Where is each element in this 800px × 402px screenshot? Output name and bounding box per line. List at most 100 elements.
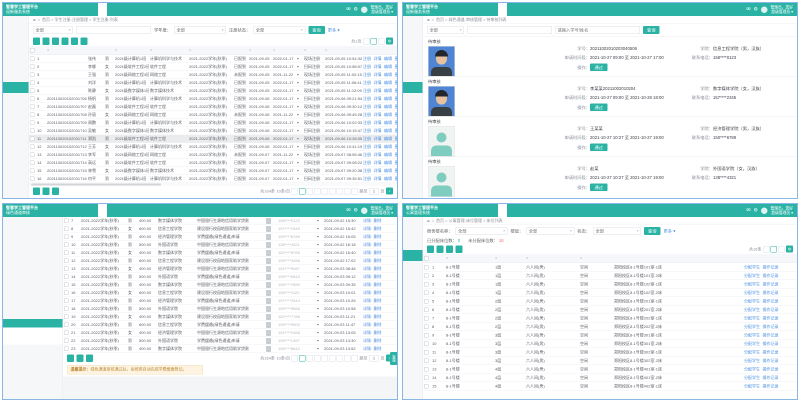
sidebar-item[interactable] xyxy=(3,243,63,252)
row-checkbox[interactable] xyxy=(29,177,36,182)
action-link[interactable]: 详情 xyxy=(363,338,371,344)
table-row[interactable]: 8 202110020102031708 孙丽 女 2021级网络工程3班 网络… xyxy=(29,111,397,119)
row-checkbox[interactable] xyxy=(29,81,36,86)
nav-tab[interactable] xyxy=(107,204,116,217)
table-row[interactable]: 7 8-1号楼 2层 六人间(男) 空闲 郑阳校区8-1号楼202室-1床 分配… xyxy=(423,314,797,323)
action-link[interactable]: 删除 xyxy=(373,250,382,256)
attachment-thumb[interactable] xyxy=(265,298,277,304)
action-link[interactable]: 分配学生 xyxy=(744,273,760,278)
sidebar-item[interactable] xyxy=(403,272,423,283)
action-link[interactable]: 编辑 xyxy=(384,56,392,62)
page-button[interactable] xyxy=(329,187,336,195)
sidebar-item[interactable] xyxy=(3,370,63,379)
action-link[interactable]: 操作记录 xyxy=(762,307,779,312)
table-row[interactable]: 14 202110020102031714 高远 男 2021级软件工程2班 软… xyxy=(29,159,397,167)
row-checkbox[interactable] xyxy=(29,73,36,78)
sidebar-item[interactable] xyxy=(3,379,63,388)
action-link[interactable]: 注册 xyxy=(363,136,371,142)
action-link[interactable]: 操作记录 xyxy=(762,315,779,321)
sidebar-item[interactable] xyxy=(3,93,29,104)
table-row[interactable]: 2 8-1号楼 1层 六人间(男) 空闲 郑阳校区8-1号楼101室-2床 分配… xyxy=(423,271,797,280)
table-row[interactable]: 4 8-1号楼 1层 六人间(男) 空闲 郑阳校区8-1号楼102室-2床 分配… xyxy=(423,288,797,297)
row-checkbox[interactable] xyxy=(63,339,70,344)
search-button[interactable]: 查询 xyxy=(643,26,660,34)
action-link[interactable]: 编辑 xyxy=(384,80,392,86)
sidebar-item[interactable] xyxy=(403,126,423,137)
action-link[interactable]: 注册 xyxy=(363,96,371,102)
nav-tab[interactable] xyxy=(471,204,480,217)
table-row[interactable]: 11 202110020102031711 郑凯 男 2021级软件工程2班 软… xyxy=(29,135,397,143)
table-row[interactable]: 3 王强 男 2021级网络工程3班 网络工程 2021-2022学年(秋季) … xyxy=(29,71,397,79)
sidebar-item[interactable] xyxy=(403,38,423,49)
action-link[interactable]: 分配学生 xyxy=(744,383,760,389)
attachment-thumb[interactable] xyxy=(265,314,277,320)
column-header[interactable] xyxy=(272,49,296,53)
keyword-input[interactable] xyxy=(76,26,151,34)
action-link[interactable]: 编辑 xyxy=(384,72,392,78)
page-button[interactable] xyxy=(299,187,306,195)
sidebar-item[interactable] xyxy=(403,71,423,82)
action-link[interactable]: 更多 xyxy=(395,152,398,158)
action-link[interactable]: 编辑 xyxy=(384,168,392,174)
sidebar-item[interactable] xyxy=(403,27,423,38)
row-checkbox[interactable] xyxy=(29,57,36,62)
action-link[interactable]: 分配学生 xyxy=(744,341,760,346)
floor-select[interactable]: 全部 ▾ xyxy=(526,227,575,235)
row-checkbox[interactable] xyxy=(29,97,36,102)
message-icon[interactable]: ✉ xyxy=(746,6,751,12)
action-link[interactable]: 详情 xyxy=(363,314,371,320)
approve-button[interactable]: 通过 xyxy=(590,63,608,71)
action-link[interactable]: 操作记录 xyxy=(762,281,779,287)
bottom-toolbar-button[interactable] xyxy=(42,187,50,195)
table-row[interactable]: 17 2021-2022学年(秋季) 男 400.00 经济管理学院 学费缓缴(… xyxy=(63,297,397,305)
nav-tab[interactable] xyxy=(98,204,107,217)
table-row[interactable]: 16 2021-2022学年(秋季) 女 600.00 信息工程学院 建设银行校… xyxy=(63,289,397,297)
column-header[interactable] xyxy=(324,49,362,53)
nav-tab[interactable] xyxy=(462,3,471,16)
sidebar-item[interactable] xyxy=(3,268,63,277)
table-row[interactable]: 15 202110020102031715 林雪 女 2021级数字媒体1班 数… xyxy=(29,167,397,175)
action-link[interactable]: 详情 xyxy=(363,306,371,312)
attachment-thumb[interactable] xyxy=(265,274,277,280)
table-row[interactable]: 6 202110020102031706 杨帆 男 2021级计算机1班 计算机… xyxy=(29,95,397,103)
action-link[interactable]: 详情 xyxy=(373,56,382,62)
action-link[interactable]: 分配学生 xyxy=(744,358,760,363)
settings-icon[interactable]: ⚙ xyxy=(353,6,358,12)
page-button[interactable] xyxy=(336,354,343,362)
action-link[interactable]: 删除 xyxy=(373,330,382,336)
nav-tab[interactable] xyxy=(507,3,516,16)
nav-tab[interactable] xyxy=(498,204,507,217)
action-link[interactable]: 注册 xyxy=(363,144,371,150)
bottom-toolbar-button[interactable] xyxy=(67,354,74,362)
attachment-thumb[interactable] xyxy=(265,258,277,264)
row-checkbox[interactable] xyxy=(63,299,70,304)
action-link[interactable]: 操作记录 xyxy=(762,298,779,304)
user-menu[interactable]: 管理员，您好 超级管理员 ▾ xyxy=(770,205,794,215)
action-link[interactable]: 详情 xyxy=(373,120,382,126)
action-link[interactable]: 分配学生 xyxy=(744,298,760,304)
action-link[interactable]: 注册 xyxy=(363,72,371,78)
action-link[interactable]: 详情 xyxy=(363,322,371,328)
page-button[interactable] xyxy=(321,187,328,195)
settings-icon[interactable]: ⚙ xyxy=(753,6,758,12)
action-link[interactable]: 详情 xyxy=(373,136,382,142)
action-link[interactable]: 分配学生 xyxy=(744,375,760,380)
toolbar-button[interactable] xyxy=(42,37,50,45)
action-link[interactable]: 详情 xyxy=(373,88,382,94)
sidebar-item[interactable] xyxy=(3,251,63,260)
column-header[interactable] xyxy=(114,49,149,53)
action-link[interactable]: 注册 xyxy=(363,80,371,86)
more-link[interactable]: 更多 ▾ xyxy=(327,27,340,33)
action-link[interactable]: 操作记录 xyxy=(762,290,779,295)
column-header[interactable] xyxy=(579,257,613,261)
page-button[interactable] xyxy=(306,354,313,362)
action-link[interactable]: 编辑 xyxy=(384,136,392,142)
column-settings-button[interactable]: ⚙ xyxy=(386,37,393,45)
sidebar-item[interactable] xyxy=(403,305,423,316)
action-link[interactable]: 注册 xyxy=(363,176,371,182)
sidebar-item[interactable] xyxy=(403,250,423,261)
action-link[interactable]: 详情 xyxy=(373,144,382,150)
row-checkbox[interactable] xyxy=(63,283,70,288)
page-button[interactable] xyxy=(344,187,351,195)
row-checkbox[interactable] xyxy=(63,219,70,224)
